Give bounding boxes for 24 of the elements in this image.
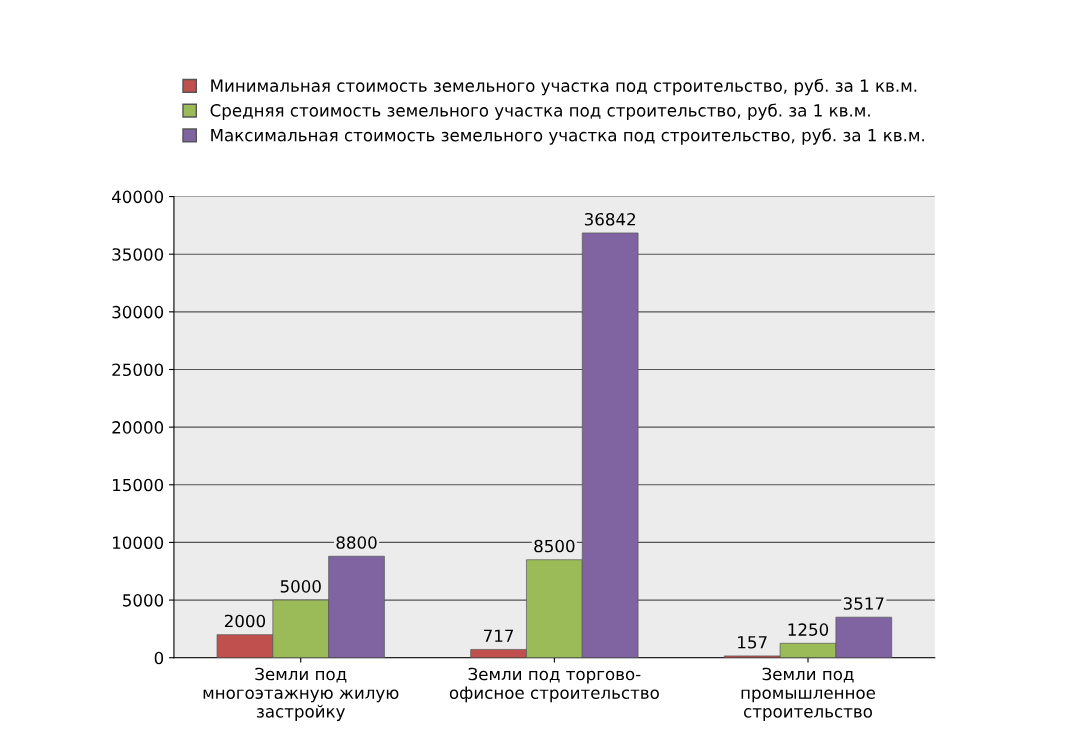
- y-tick-label: 40000: [111, 190, 164, 204]
- data-label: 5000: [280, 580, 321, 593]
- x-tick-label: Земли под торгово- офисное строительство: [449, 667, 659, 703]
- legend-label: Средняя стоимость земельного участка под строительство, руб. за 1 кв.м.: [210, 103, 870, 120]
- data-label: 717: [484, 629, 514, 642]
- y-tick-label: 30000: [112, 305, 164, 319]
- data-label: 1250: [788, 623, 829, 636]
- data-label: 3517: [843, 597, 884, 610]
- y-tick-label: 25000: [112, 363, 164, 377]
- y-tick-label: 20000: [112, 421, 164, 434]
- y-tick-label: 5000: [123, 594, 164, 607]
- y-tick-label: 10000: [113, 536, 164, 549]
- y-tick-label: 0: [154, 651, 164, 665]
- y-tick-label: 35000: [112, 248, 164, 261]
- data-label: 8800: [336, 536, 377, 549]
- legend-label: Максимальная стоимость земельного участка под строительство, руб. за 1 кв.м.: [211, 128, 924, 145]
- y-tick-label: 15000: [113, 478, 164, 492]
- data-label: 157: [738, 636, 767, 649]
- x-tick-label: Земли под многоэтажную жилую застройку: [203, 667, 399, 721]
- legend-label: Минимальная стоимость земельного участка под строительство, руб. за 1 кв.м.: [211, 78, 917, 96]
- data-label: 2000: [224, 614, 266, 628]
- data-label: 8500: [534, 539, 575, 553]
- x-tick-label: Земли под промышленное строительство: [741, 667, 876, 721]
- data-label: 36842: [584, 212, 636, 226]
